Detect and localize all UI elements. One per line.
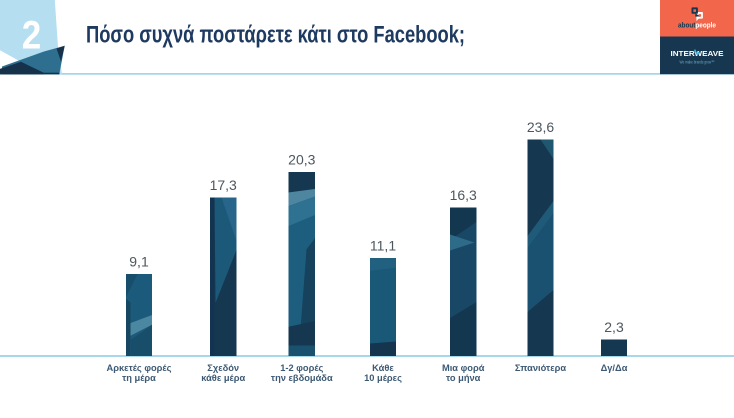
svg-text:9,1: 9,1 [129,254,149,270]
svg-text:17,3: 17,3 [210,177,237,193]
svg-text:11,1: 11,1 [370,238,396,254]
svg-text:Αρκετές φορές: Αρκετές φορές [107,363,172,373]
svg-text:τη μέρα: τη μέρα [122,373,156,383]
svg-text:την εβδομάδα: την εβδομάδα [271,373,333,383]
svg-text:23,6: 23,6 [527,119,554,135]
svg-text:We make brands grow™: We make brands grow™ [680,60,715,65]
svg-text:16,3: 16,3 [450,187,477,203]
svg-text:10 μέρες: 10 μέρες [364,373,402,383]
svg-text:Σπανιότερα: Σπανιότερα [515,363,566,373]
svg-text:20,3: 20,3 [288,152,315,168]
svg-text:Μια φορά: Μια φορά [442,363,485,373]
svg-text:2: 2 [22,14,42,58]
svg-text:Πόσο συχνά ποστάρετε κάτι στο: Πόσο συχνά ποστάρετε κάτι στο Facebook; [86,22,465,49]
svg-text:το μήνα: το μήνα [446,373,481,383]
svg-text:κάθε μέρα: κάθε μέρα [201,373,245,383]
svg-text:1-2 φορές: 1-2 φορές [280,363,323,373]
svg-text:Σχεδόν: Σχεδόν [207,363,239,373]
svg-text:Δγ/Δα: Δγ/Δα [601,363,628,373]
svg-text:aboutpeople: aboutpeople [678,23,716,30]
svg-text:2,3: 2,3 [604,319,624,335]
svg-text:Κάθε: Κάθε [372,363,394,373]
